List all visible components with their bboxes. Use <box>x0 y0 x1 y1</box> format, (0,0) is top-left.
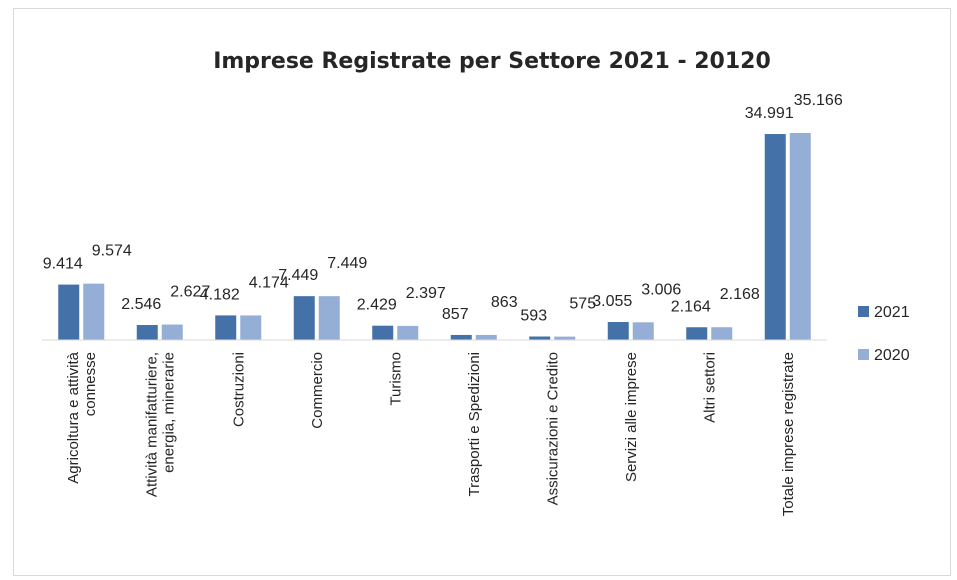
data-label-2021-3: 7.449 <box>278 267 318 284</box>
bar-2021-5 <box>450 334 472 340</box>
category-label-line: Commercio <box>309 352 326 429</box>
data-label-2020-6: 575 <box>569 296 596 313</box>
bar-2020-9 <box>789 133 811 340</box>
bars-layer <box>58 133 811 340</box>
legend-swatch-2021 <box>858 306 869 317</box>
category-label-5: Trasporti e Spedizioni <box>466 352 483 497</box>
data-label-2021-0: 9.414 <box>43 256 83 273</box>
bar-2020-5 <box>475 334 497 340</box>
bar-2020-0 <box>83 283 105 340</box>
category-label-line: Turismo <box>387 352 404 406</box>
bar-2021-0 <box>58 284 80 340</box>
category-label-line: Totale imprese registrate <box>780 352 797 516</box>
bar-2020-8 <box>711 327 733 340</box>
category-label-8: Altri settori <box>701 352 718 423</box>
category-label-line: energia, minerarie <box>160 352 177 473</box>
data-label-2020-5: 863 <box>491 294 518 311</box>
category-label-6: Assicurazioni e Credito <box>544 352 561 505</box>
bar-2020-7 <box>632 322 654 340</box>
bar-2021-1 <box>136 325 158 340</box>
data-label-2020-0: 9.574 <box>92 243 132 260</box>
data-label-2021-1: 2.546 <box>121 296 161 313</box>
data-label-2020-9: 35.166 <box>794 92 843 109</box>
legend-label-2021: 2021 <box>874 304 910 321</box>
data-label-2021-7: 3.055 <box>592 293 632 310</box>
bar-2021-4 <box>372 325 394 340</box>
category-label-line: Attività manifatturiere, <box>143 352 160 497</box>
data-label-2021-9: 34.991 <box>745 105 794 122</box>
category-label-3: Commercio <box>309 352 326 429</box>
category-label-line: Costruzioni <box>230 352 247 427</box>
bar-2021-8 <box>686 327 708 340</box>
chart-frame: Imprese Registrate per Settore 2021 - 20… <box>13 8 951 576</box>
data-labels-layer: 9.4149.5742.5462.6274.1824.1747.4497.449… <box>43 92 843 325</box>
category-label-1: Attività manifatturiere, energia, minerar… <box>143 352 177 497</box>
legend-swatch-2020 <box>858 349 869 360</box>
category-label-line: Agricoltura e attività <box>65 351 82 483</box>
data-label-2020-3: 7.449 <box>327 255 367 272</box>
category-label-2: Costruzioni <box>230 352 247 427</box>
data-label-2020-2: 4.174 <box>249 274 289 291</box>
bar-2020-4 <box>397 325 419 340</box>
bar-2020-1 <box>161 324 183 340</box>
data-label-2020-7: 3.006 <box>641 281 681 298</box>
data-label-2021-8: 2.164 <box>671 298 711 315</box>
category-label-4: Turismo <box>387 352 404 406</box>
category-labels-layer: Agricoltura e attività connesse Attività m… <box>65 351 797 516</box>
data-label-2021-5: 857 <box>442 306 469 323</box>
category-label-line: connesse <box>82 352 99 416</box>
bar-2021-2 <box>215 315 237 340</box>
category-label-7: Servizi alle imprese <box>623 352 640 482</box>
category-label-line: Altri settori <box>701 352 718 423</box>
bar-2020-3 <box>318 296 340 340</box>
bar-2020-6 <box>554 336 576 340</box>
bar-2021-3 <box>293 296 315 340</box>
data-label-2021-6: 593 <box>520 308 547 325</box>
data-label-2021-4: 2.429 <box>357 297 397 314</box>
bar-2021-6 <box>529 336 551 340</box>
category-label-0: Agricoltura e attività connesse <box>65 351 99 483</box>
bar-2021-9 <box>764 134 786 340</box>
legend-item-2021: 2021 <box>858 304 910 321</box>
data-label-2021-2: 4.182 <box>200 286 240 303</box>
category-label-line: Assicurazioni e Credito <box>544 352 561 505</box>
data-label-2020-1: 2.627 <box>170 284 210 301</box>
category-label-9: Totale imprese registrate <box>780 352 797 516</box>
chart-title: Imprese Registrate per Settore 2021 - 20… <box>213 49 771 74</box>
bar-2020-2 <box>240 315 262 340</box>
legend-label-2020: 2020 <box>874 347 910 364</box>
category-label-line: Trasporti e Spedizioni <box>466 352 483 497</box>
data-label-2020-4: 2.397 <box>406 285 446 302</box>
legend-item-2020: 2020 <box>858 347 910 364</box>
bar-2021-7 <box>607 322 629 340</box>
chart-svg: Imprese Registrate per Settore 2021 - 20… <box>42 49 910 516</box>
legend: 2021 2020 <box>858 304 910 364</box>
data-label-2020-8: 2.168 <box>720 286 760 303</box>
category-label-line: Servizi alle imprese <box>623 352 640 482</box>
